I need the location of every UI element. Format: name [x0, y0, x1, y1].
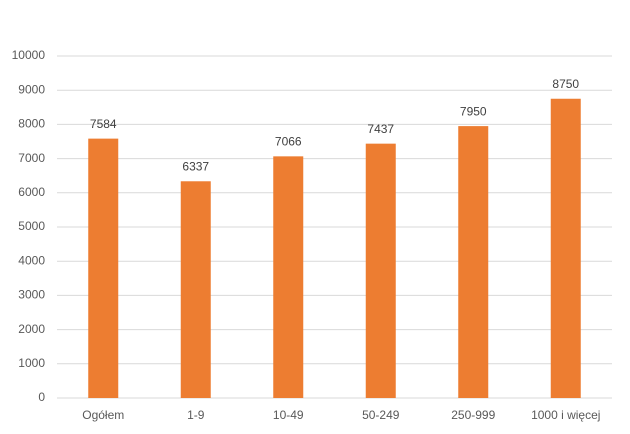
bar: [365, 143, 396, 398]
bar: [550, 98, 581, 398]
value-label: 7066: [275, 135, 302, 149]
y-tick-label: 9000: [18, 82, 45, 96]
bar: [458, 126, 489, 399]
x-tick-label: 1-9: [187, 408, 205, 422]
x-tick-label: 50-249: [362, 408, 400, 422]
x-tick-label: 1000 i więcej: [531, 408, 600, 422]
bar: [180, 181, 211, 398]
y-tick-label: 4000: [18, 253, 45, 267]
x-tick-label: Ogółem: [82, 408, 124, 422]
x-tick-label: 250-999: [451, 408, 495, 422]
y-tick-label: 3000: [18, 288, 45, 302]
value-label: 8750: [552, 77, 579, 91]
y-tick-label: 0: [38, 390, 45, 404]
bar: [88, 138, 119, 398]
value-label: 7950: [460, 104, 487, 118]
y-tick-label: 7000: [18, 151, 45, 165]
value-label: 6337: [182, 159, 209, 173]
y-tick-label: 6000: [18, 185, 45, 199]
y-tick-label: 2000: [18, 322, 45, 336]
bar: [273, 156, 304, 398]
y-tick-label: 1000: [18, 356, 45, 370]
value-label: 7584: [90, 117, 117, 131]
value-label: 7437: [367, 122, 394, 136]
y-tick-label: 5000: [18, 219, 45, 233]
x-tick-label: 10-49: [273, 408, 304, 422]
y-tick-label: 10000: [12, 48, 46, 62]
y-tick-label: 8000: [18, 117, 45, 131]
